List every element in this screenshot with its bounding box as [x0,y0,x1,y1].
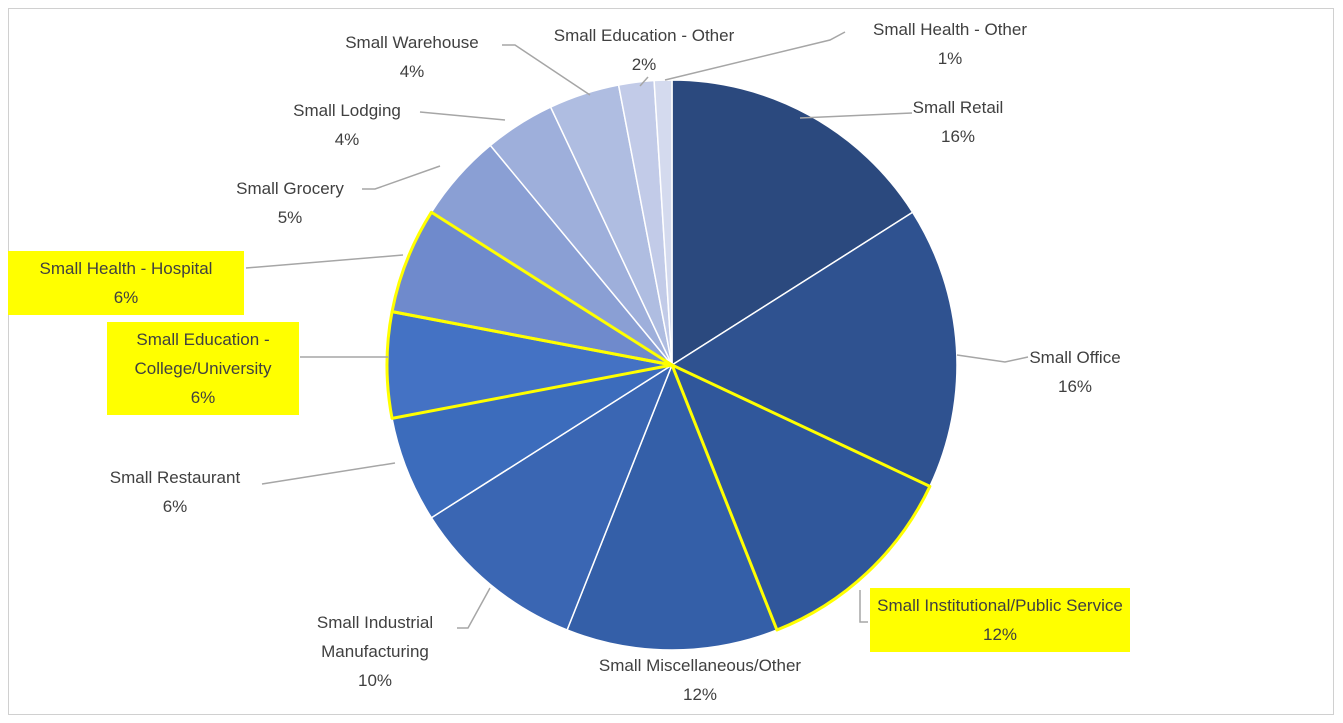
value-label: 4% [399,62,425,81]
value-label: 5% [277,208,303,227]
category-label: Small Miscellaneous/Other [598,656,802,675]
leader-line [261,462,396,485]
leader-line [245,254,404,269]
pie-slice [653,79,673,366]
pie-slice [566,362,778,651]
data-label: Small Health - Other 1% [845,12,1055,76]
category-label: Small Health - Other [873,20,1027,39]
data-label: Small Industrial Manufacturing 10% [300,605,450,698]
value-label: 6% [113,288,139,307]
value-label: 1% [937,49,963,68]
value-label: 16% [940,127,976,146]
category-label: Small Retail [912,98,1004,117]
slice-highlight [390,210,674,367]
leader-line [362,165,441,190]
data-label: Small Warehouse 4% [322,25,502,89]
leader-line [419,111,506,121]
category-label: Small Restaurant [109,468,241,487]
data-label: Small Institutional/Public Service 12% [870,588,1130,652]
data-label: Small Education - College/University 6% [107,322,299,415]
leader-line [859,590,868,623]
leader-line [502,44,591,96]
data-label: Small Restaurant 6% [75,460,275,524]
leader-line [639,76,649,87]
pie-slice [670,211,958,488]
pie-slice [671,79,914,367]
value-label: 10% [357,671,393,690]
value-label: 2% [631,55,657,74]
leader-line [799,112,913,119]
data-label: Small Health - Hospital 6% [8,251,244,315]
category-label: Small Lodging [293,101,401,120]
category-label: Small Education - Other [553,26,735,45]
pie-slice [430,363,674,631]
data-label: Small Education - Other 2% [519,18,769,82]
category-label: Small Institutional/Public Service [877,596,1123,615]
data-label: Small Miscellaneous/Other 12% [555,648,845,712]
value-label: 12% [682,685,718,704]
category-label: Small Grocery [236,179,344,198]
slice-highlight [670,363,932,632]
data-label: Small Lodging 4% [267,93,427,157]
value-label: 16% [1057,377,1093,396]
leader-line [457,587,491,629]
value-label: 4% [334,130,360,149]
value-label: 6% [190,388,216,407]
data-label: Small Office 16% [1015,340,1135,404]
data-label: Small Grocery 5% [210,171,370,235]
leader-line [664,31,846,81]
category-label: Small Warehouse [345,33,479,52]
category-label: Small Office [1029,348,1121,367]
chart-frame [8,8,1334,715]
value-label: 6% [162,497,188,516]
value-label: 12% [982,625,1018,644]
category-label: Small Education - College/University [134,330,272,378]
data-label: Small Retail 16% [898,90,1018,154]
leader-line [956,354,1029,363]
category-label: Small Industrial Manufacturing [316,613,434,661]
category-label: Small Health - Hospital [39,259,213,278]
